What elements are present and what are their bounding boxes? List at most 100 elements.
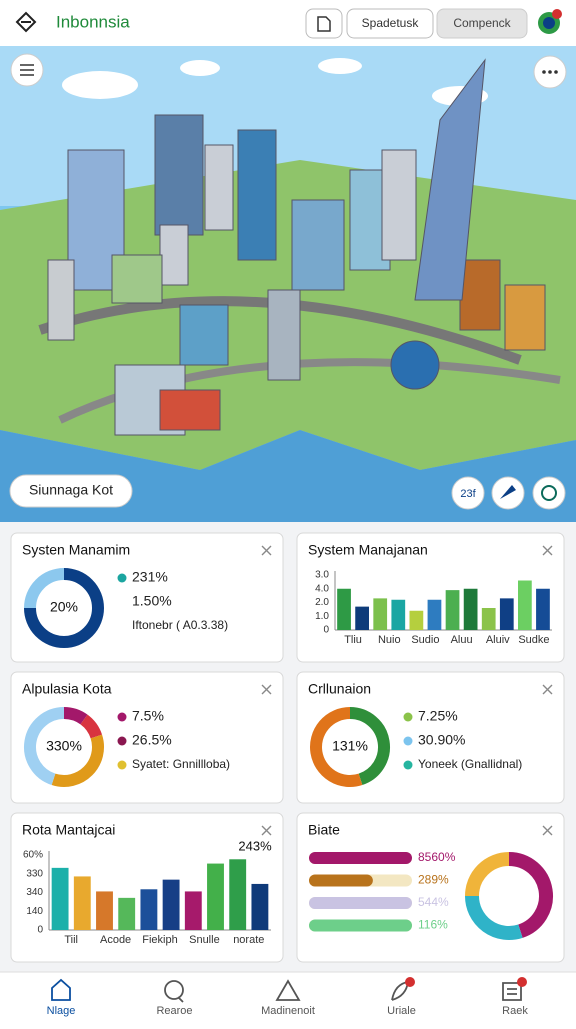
donut-segment — [63, 707, 88, 725]
x-tick-label: Tliu — [344, 634, 362, 646]
button[interactable] — [346, 8, 434, 39]
legend-label: Syatet: Gnnillloba) — [132, 757, 230, 771]
x-tick-label: Sudke — [518, 634, 549, 646]
nav-label[interactable]: Nlage — [47, 1005, 76, 1017]
bar — [463, 588, 478, 630]
nav-label[interactable]: Rearoe — [156, 1005, 192, 1017]
donut-center: 131% — [332, 738, 368, 754]
card-title: Rota Mantajcai — [22, 822, 115, 838]
x-tick-label: Fiekiph — [142, 934, 177, 946]
legend-label: Yoneek (Gnallidnal) — [418, 757, 522, 771]
donut-segment — [349, 707, 390, 786]
bar — [207, 863, 224, 930]
x-tick-label: Sudio — [411, 634, 439, 646]
donut-segment — [508, 852, 553, 938]
nav-icon — [51, 978, 71, 1001]
bar — [51, 867, 69, 930]
map-button[interactable] — [451, 476, 485, 510]
donut-segment — [80, 714, 103, 739]
donut-center: 330% — [46, 738, 82, 754]
donut-segment — [24, 707, 65, 786]
bar — [409, 610, 424, 630]
progress-label: 289% — [418, 873, 449, 887]
close-icon[interactable] — [261, 545, 272, 556]
location-chip[interactable] — [9, 474, 133, 508]
bar — [184, 891, 202, 930]
x-tick-label: Nuio — [378, 634, 401, 646]
donut-segment — [465, 852, 510, 897]
card-title: System Manajanan — [308, 542, 428, 558]
card — [296, 671, 565, 804]
y-tick-label: 4.0 — [315, 583, 329, 594]
donut-center: 20% — [50, 599, 78, 615]
doc-button[interactable] — [305, 8, 343, 39]
progress-label: 116% — [418, 918, 448, 932]
back-icon[interactable] — [15, 11, 37, 33]
legend-dot — [403, 712, 413, 722]
nav-badge — [517, 977, 527, 987]
donut-segment — [51, 734, 104, 787]
card-title: Systen Manamim — [22, 542, 130, 558]
donut-segment — [465, 895, 523, 940]
bottom-nav: Nlage Rearoe Madinenoit Uriale Raek — [0, 971, 576, 1024]
legend-label: Iftonebr ( A0.3.38) — [132, 618, 228, 632]
bar — [445, 590, 460, 630]
y-tick-label: 2.0 — [315, 597, 329, 608]
nav-icon — [275, 979, 301, 1001]
location-label[interactable]: Siunnaga Kot — [29, 482, 113, 498]
nav-icon — [164, 980, 184, 1003]
progress-label: 544% — [418, 895, 449, 909]
legend-label: 7.25% — [418, 708, 458, 724]
x-tick-label: Aluiv — [486, 634, 510, 646]
progress-bar — [309, 897, 412, 909]
y-tick-label: 3.0 — [315, 570, 329, 581]
card — [10, 671, 284, 804]
legend-dot — [117, 760, 127, 770]
close-icon[interactable] — [261, 684, 272, 695]
nav-label[interactable]: Raek — [502, 1005, 528, 1017]
bar — [391, 599, 406, 630]
y-tick-label: 140 — [26, 906, 43, 917]
x-tick-label: Tiil — [64, 934, 78, 946]
bar — [518, 580, 532, 630]
bar — [427, 599, 442, 630]
progress-label: 8560% — [418, 850, 456, 864]
card-title: Crllunaion — [308, 681, 371, 697]
bar — [355, 606, 369, 630]
close-icon[interactable] — [542, 825, 553, 836]
card-title: Alpulasia Kota — [22, 681, 112, 697]
x-tick-label: Aluu — [451, 634, 473, 646]
annotation: 243% — [238, 838, 272, 853]
bar — [96, 891, 113, 930]
x-tick-label: Snulle — [189, 934, 220, 946]
bar — [251, 883, 269, 930]
y-tick-label: 340 — [26, 887, 43, 898]
y-tick-label: 1.0 — [315, 611, 329, 622]
progress-bar — [309, 852, 412, 864]
donut-segment — [24, 568, 65, 609]
close-icon[interactable] — [542, 684, 553, 695]
button[interactable] — [436, 8, 528, 39]
bar — [140, 889, 158, 930]
close-icon[interactable] — [261, 825, 272, 836]
close-icon[interactable] — [542, 545, 553, 556]
nav-label[interactable]: Uriale — [387, 1005, 416, 1017]
donut-segment — [24, 568, 104, 648]
nav-icon — [502, 982, 522, 1001]
legend-dot — [117, 573, 127, 583]
bar — [73, 876, 91, 930]
legend-dot — [117, 712, 127, 722]
button-label[interactable]: Spadetusk — [362, 16, 420, 30]
card — [10, 532, 284, 663]
bar — [536, 588, 550, 630]
bar — [481, 608, 496, 630]
legend-dot — [403, 760, 413, 770]
map-badge[interactable]: 23f — [460, 488, 476, 500]
button-label[interactable]: Compenck — [453, 16, 511, 30]
x-tick-label: Acode — [100, 934, 131, 946]
y-tick-label: 0 — [37, 925, 43, 936]
share-button[interactable] — [532, 476, 566, 510]
nav-label[interactable]: Madinenoit — [261, 1005, 315, 1017]
header: Inbonnsia Spadetusk Compenck — [15, 8, 562, 39]
